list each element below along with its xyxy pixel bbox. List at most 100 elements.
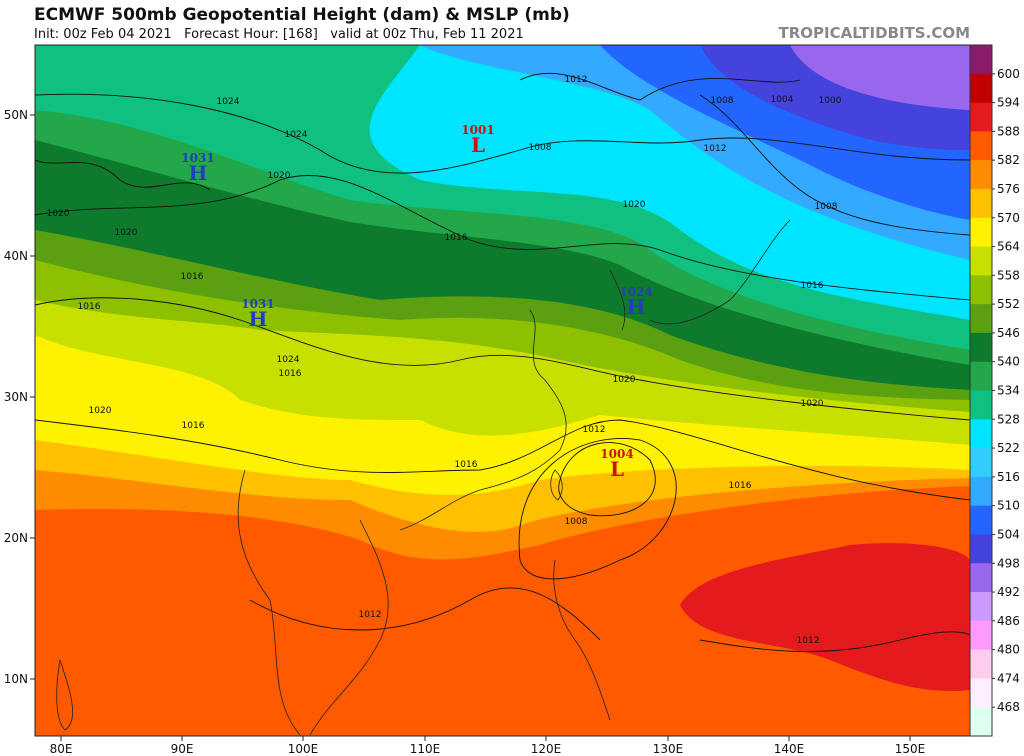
height-band <box>680 543 970 691</box>
colorbar-label: 480 <box>997 643 1020 657</box>
colorbar-label: 474 <box>997 671 1020 685</box>
colorbar-label: 516 <box>997 470 1020 484</box>
isobar-label: 1004 <box>771 95 794 105</box>
lat-label: 50N <box>4 108 28 122</box>
colorbar-box <box>970 649 992 679</box>
isobar <box>518 438 677 580</box>
isobar <box>519 72 801 101</box>
pressure-value: 1024 <box>619 285 652 299</box>
colorbar-label: 504 <box>997 527 1020 541</box>
colorbar-box <box>970 275 992 305</box>
isobar-label: 1016 <box>455 460 478 470</box>
colorbar-label: 558 <box>997 268 1020 282</box>
lat-label: 20N <box>4 531 28 545</box>
coastline <box>553 559 611 721</box>
isobar-label: 1020 <box>613 375 636 385</box>
lon-label: 130E <box>653 742 684 756</box>
colorbar-box <box>970 304 992 334</box>
height-band <box>35 486 970 736</box>
colorbar-label: 570 <box>997 211 1020 225</box>
height-band <box>790 45 970 110</box>
colorbar-box <box>970 332 992 363</box>
colorbar-box <box>970 448 992 478</box>
colorbar-box <box>970 707 992 737</box>
isobar-label: 1012 <box>797 636 820 646</box>
isobar <box>35 419 970 501</box>
lon-label: 80E <box>50 742 73 756</box>
pressure-value: 1001 <box>461 123 494 137</box>
pressure-value: 1031 <box>241 297 274 311</box>
isobar <box>558 442 656 517</box>
isobar-label: 1000 <box>819 96 842 106</box>
colorbar: 600 594 588 582 576 570 564 558 552 546 540 534 528 5… <box>969 44 1020 737</box>
isobar-label: 1024 <box>217 97 240 107</box>
isobar-label: 1024 <box>277 355 300 365</box>
colorbar-label: 540 <box>997 355 1020 369</box>
colorbar-box <box>970 534 992 564</box>
colorbar-label: 588 <box>997 124 1020 138</box>
subtitle: Init: 00z Feb 04 2021 Forecast Hour: [16… <box>34 27 524 42</box>
isobar <box>35 175 970 301</box>
colorbar-label: 552 <box>997 297 1020 311</box>
colorbar-box <box>970 620 992 651</box>
isobar-label: 1016 <box>181 272 204 282</box>
pressure-center: L <box>471 133 485 157</box>
isobar-label: 1008 <box>815 202 838 212</box>
lat-label: 30N <box>4 390 28 404</box>
isobar <box>699 631 970 652</box>
isobar-label: 1008 <box>565 517 588 527</box>
colorbar-label: 582 <box>997 153 1020 167</box>
colorbar-label: 546 <box>997 326 1020 340</box>
isobar <box>35 93 970 174</box>
colorbar-label: 498 <box>997 556 1020 570</box>
isobar-label: 1020 <box>47 209 70 219</box>
pressure-center: H <box>627 295 646 319</box>
coastline <box>550 469 563 501</box>
isobar-label: 1012 <box>359 610 382 620</box>
lon-label: 110E <box>410 742 441 756</box>
isobar-label: 1012 <box>704 144 727 154</box>
pressure-value: 1004 <box>600 447 633 461</box>
colorbar-box <box>970 217 992 248</box>
colorbar-box <box>970 390 992 420</box>
colorbar-label: 468 <box>997 700 1020 714</box>
isobar-label: 1016 <box>801 281 824 291</box>
pressure-value: 1031 <box>181 151 214 165</box>
colorbar-box <box>970 476 992 507</box>
colorbar-label: 486 <box>997 614 1020 628</box>
lat-label: 40N <box>4 249 28 263</box>
colorbar-box <box>970 131 992 161</box>
colorbar-box <box>970 592 992 622</box>
isobar <box>35 159 211 191</box>
colorbar-label: 576 <box>997 182 1020 196</box>
colorbar-label: 564 <box>997 240 1020 254</box>
pressure-center: H <box>249 307 268 331</box>
coastline <box>237 469 301 736</box>
colorbar-box <box>970 563 992 593</box>
colorbar-label: 522 <box>997 441 1020 455</box>
isobar-label: 1024 <box>285 130 308 140</box>
lon-label: 150E <box>895 742 926 756</box>
colorbar-label: 600 <box>997 67 1020 81</box>
brand: TROPICALTIDBITS.COM <box>779 24 971 42</box>
colorbar-box <box>970 361 992 391</box>
isobar-label: 1020 <box>268 171 291 181</box>
colorbar-label: 528 <box>997 412 1020 426</box>
coastline <box>56 659 73 731</box>
colorbar-box <box>970 73 992 104</box>
isobar-label: 1008 <box>529 143 552 153</box>
isobar-label: 1016 <box>78 302 101 312</box>
isobar-label: 1008 <box>711 96 734 106</box>
isobar <box>35 297 970 421</box>
colorbar-label: 534 <box>997 384 1020 398</box>
isobar-label: 1012 <box>565 75 588 85</box>
isobar-label: 1016 <box>279 369 302 379</box>
coastline <box>399 309 567 531</box>
lon-label: 100E <box>288 742 319 756</box>
colorbar-box <box>970 160 992 190</box>
isobar-label: 1020 <box>115 228 138 238</box>
colorbar-label: 510 <box>997 499 1020 513</box>
coastline <box>609 219 791 331</box>
pressure-center: L <box>610 457 624 481</box>
